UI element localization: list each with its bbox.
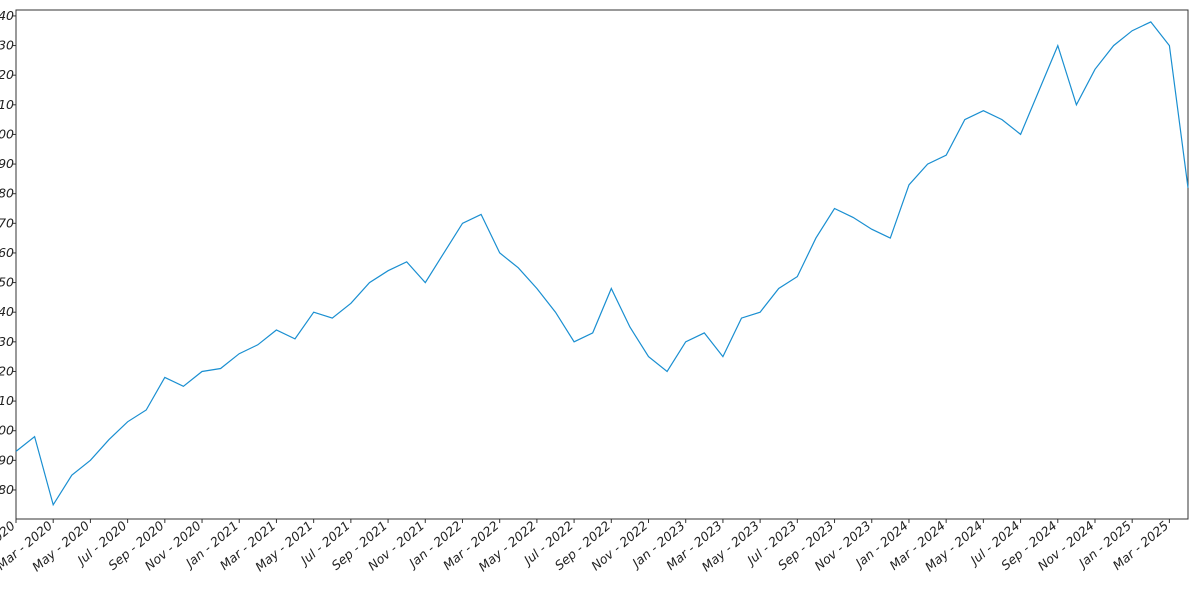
price-line: [15, 21, 1189, 507]
y-tick-label: 230: [0, 38, 14, 53]
y-tick-label: 220: [0, 67, 14, 82]
y-tick-label: 130: [0, 334, 14, 349]
y-tick-label: 240: [0, 8, 14, 23]
y-tick-label: 100: [0, 423, 14, 438]
y-tick-label: 200: [0, 126, 14, 141]
y-tick-label: 80: [0, 482, 14, 497]
y-tick-label: 170: [0, 215, 14, 230]
y-tick-label: 180: [0, 186, 14, 201]
y-tick-label: 110: [0, 393, 14, 408]
plot-frame: [15, 9, 1189, 520]
y-tick-label: 150: [0, 275, 14, 290]
y-tick-label: 120: [0, 363, 14, 378]
y-tick-label: 160: [0, 245, 14, 260]
y-tick-label: 90: [0, 452, 14, 467]
y-tick-label: 190: [0, 156, 14, 171]
y-tick-label: 140: [0, 304, 14, 319]
y-tick-label: 210: [0, 97, 14, 112]
